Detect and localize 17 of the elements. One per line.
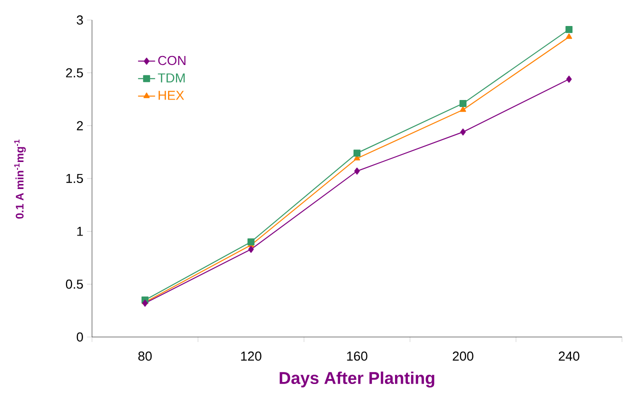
y-tick-label: 3 [76, 15, 83, 25]
legend-label: TDM [158, 73, 185, 82]
x-tick-label: 120 [241, 352, 262, 361]
x-tick-label: 200 [452, 352, 474, 361]
y-tick-label: 2 [76, 121, 83, 130]
x-tick-label: 80 [138, 352, 152, 361]
legend-label: CON [158, 56, 186, 66]
x-tick-label: 160 [347, 352, 368, 361]
y-axis-title: 0.1 A min$^{-1}$mg$^{-1}$ [14, 140, 26, 219]
x-axis-title: Days After Planting [280, 372, 434, 388]
y-tick-label: 2.5 [66, 68, 83, 78]
y-tick-label: 0 [76, 332, 83, 342]
y-tick-label: 1.5 [66, 174, 83, 184]
y-tick-label: 0.5 [66, 280, 83, 289]
y-tick-label: 1 [77, 226, 83, 236]
x-tick-label: 240 [558, 352, 580, 361]
legend-label: HEX [158, 90, 184, 100]
